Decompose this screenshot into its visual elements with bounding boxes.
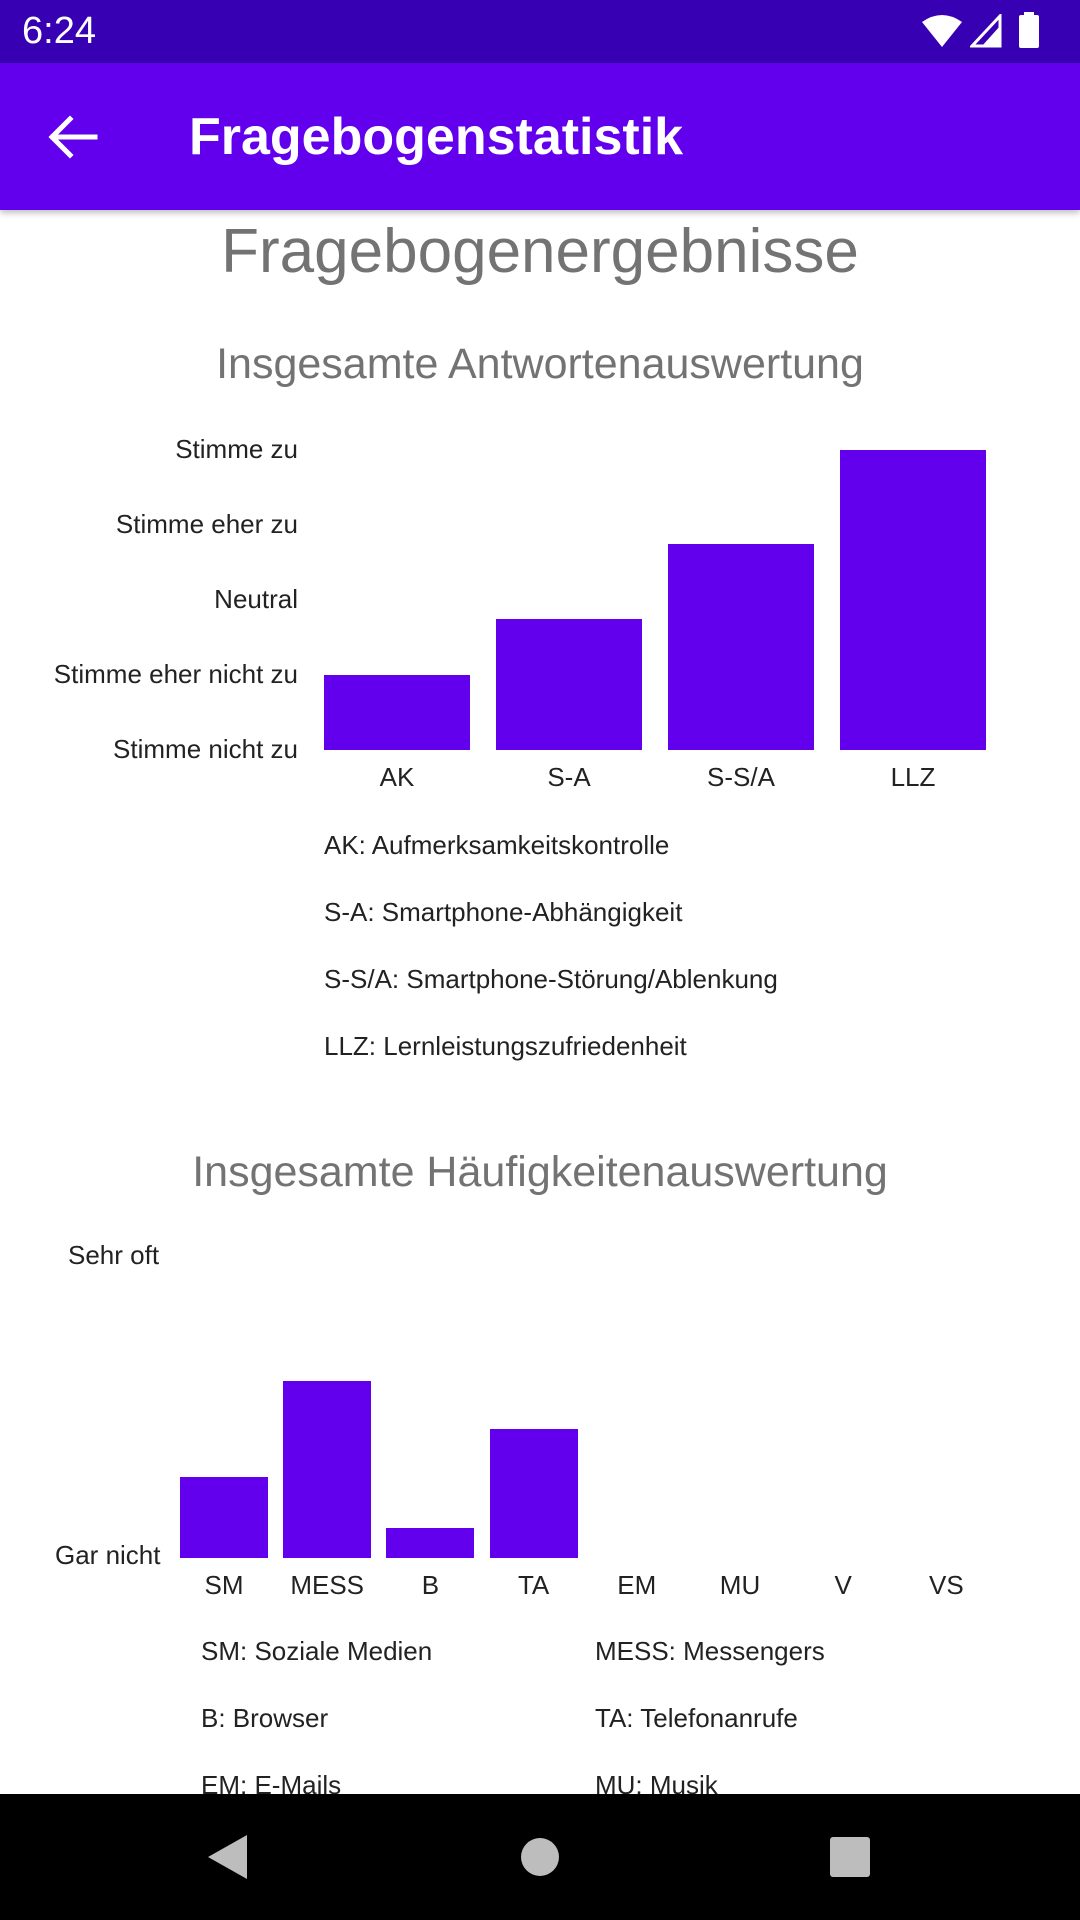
nav-back-button[interactable] — [165, 1794, 285, 1920]
chart-title-answers: Insgesamte Antwortenauswertung — [216, 340, 864, 388]
circle-home-icon — [521, 1838, 559, 1876]
status-time: 6:24 — [22, 10, 96, 52]
chart-bar — [668, 543, 814, 750]
x-tick-label: MESS — [290, 1570, 365, 1600]
chart-bar — [386, 1528, 475, 1558]
legend-item: SM: Soziale Medien — [201, 1636, 433, 1666]
y-tick-label: Neutral — [214, 584, 298, 614]
x-tick-label: AK — [379, 762, 415, 792]
y-tick-label: Stimme nicht zu — [113, 734, 298, 764]
app-title: Fragebogenstatistik — [189, 108, 684, 166]
x-tick-label: S-S/A — [707, 762, 775, 792]
y-tick-label: Stimme eher zu — [115, 509, 298, 539]
legend-item: LLZ: Lernleistungszufriedenheit — [324, 1031, 687, 1061]
chart-bar — [489, 1429, 578, 1558]
y-tick-label: Sehr oft — [68, 1240, 160, 1270]
signal-icon — [970, 14, 1002, 48]
battery-icon — [1019, 12, 1039, 48]
triangle-back-icon — [208, 1835, 247, 1879]
legend-item: B: Browser — [201, 1703, 329, 1733]
x-tick-label: SM — [204, 1570, 244, 1600]
x-tick-label: LLZ — [890, 762, 936, 792]
chart-title-frequency: Insgesamte Häufigkeitenauswertung — [192, 1148, 888, 1196]
status-icons — [922, 12, 1062, 52]
chart-bar — [324, 675, 470, 750]
x-tick-label: VS — [929, 1570, 964, 1600]
square-recents-icon — [830, 1837, 870, 1877]
legend-item: EM: E-Mails — [201, 1770, 342, 1794]
x-tick-label: B — [421, 1570, 440, 1600]
arrow-left-icon — [48, 115, 98, 159]
nav-recents-button[interactable] — [790, 1794, 910, 1920]
x-tick-label: MU — [719, 1570, 761, 1600]
legend-item: AK: Aufmerksamkeitskontrolle — [324, 830, 670, 860]
legend-item: MESS: Messengers — [595, 1636, 825, 1666]
x-tick-label: S-A — [547, 762, 591, 792]
y-tick-label: Stimme zu — [175, 434, 298, 464]
x-tick-label: V — [834, 1570, 852, 1600]
nav-home-button[interactable] — [480, 1794, 600, 1920]
chart-bar — [180, 1477, 268, 1558]
x-tick-label: TA — [517, 1570, 550, 1600]
page-title: Fragebogenergebnisse — [221, 217, 859, 286]
wifi-icon — [922, 15, 962, 47]
legend-item: S-A: Smartphone-Abhängigkeit — [324, 897, 683, 927]
legend-item: S-S/A: Smartphone-Störung/Ablenkung — [324, 964, 778, 994]
chart-bar — [840, 450, 986, 750]
status-bar: 6:24 — [0, 0, 1080, 63]
chart-bar — [283, 1381, 372, 1558]
y-tick-label: Gar nicht — [55, 1540, 161, 1570]
app-bar: Fragebogenstatistik — [0, 63, 1080, 210]
y-tick-label: Stimme eher nicht zu — [53, 659, 298, 689]
legend-item: TA: Telefonanrufe — [595, 1703, 798, 1733]
legend-item: MU: Musik — [595, 1770, 718, 1794]
navigation-bar — [0, 1794, 1080, 1920]
back-button[interactable] — [34, 105, 114, 169]
chart-bar — [496, 618, 642, 750]
x-tick-label: EM — [617, 1570, 657, 1600]
content-scroll-area[interactable]: Fragebogenergebnisse Insgesamte Antworte… — [0, 210, 1080, 1794]
